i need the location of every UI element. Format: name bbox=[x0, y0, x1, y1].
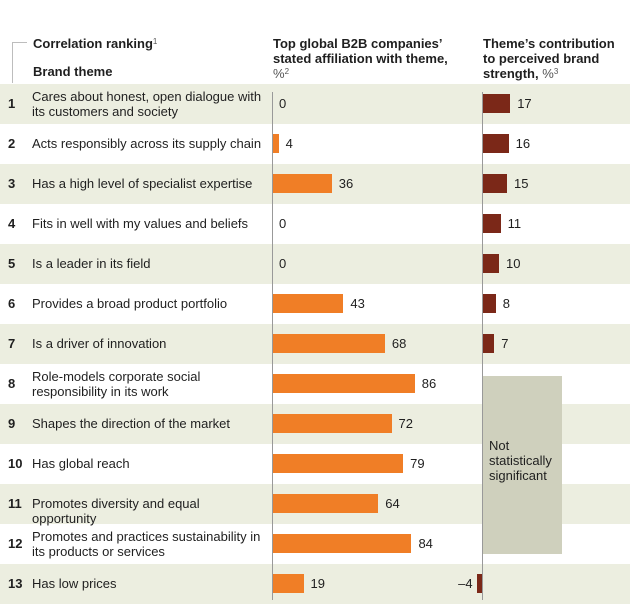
affiliation-footnote: 2 bbox=[284, 67, 290, 76]
affiliation-axis-line bbox=[272, 92, 273, 600]
rank-number: 1 bbox=[8, 96, 16, 111]
rank-number: 10 bbox=[8, 456, 23, 471]
affiliation-value-label: 4 bbox=[285, 136, 293, 151]
rank-number: 8 bbox=[8, 376, 16, 391]
row-band bbox=[0, 84, 630, 124]
affiliation-title: Top global B2B companies’ stated affilia… bbox=[273, 36, 448, 66]
affiliation-bar bbox=[272, 334, 385, 353]
contribution-value-label: 17 bbox=[517, 96, 532, 111]
affiliation-bar bbox=[272, 294, 344, 313]
affiliation-bar bbox=[272, 134, 279, 153]
affiliation-value-label: 84 bbox=[418, 536, 433, 551]
affiliation-bar bbox=[272, 494, 379, 513]
affiliation-value-label: 19 bbox=[310, 576, 325, 591]
contribution-value-label: 8 bbox=[502, 296, 511, 311]
affiliation-bar bbox=[272, 374, 415, 393]
contribution-bar bbox=[483, 214, 501, 233]
rank-number: 2 bbox=[8, 136, 16, 151]
affiliation-header: Top global B2B companies’ stated affilia… bbox=[273, 36, 458, 81]
brand-theme-label: Shapes the direction of the market bbox=[32, 416, 231, 431]
rank-number: 13 bbox=[8, 576, 23, 591]
contribution-bar bbox=[483, 254, 499, 273]
contribution-footnote: 3 bbox=[553, 67, 559, 76]
contribution-bar bbox=[483, 134, 509, 153]
brand-theme-label: Promotes and practices sustainability in… bbox=[32, 529, 261, 559]
contribution-value-label: –4 bbox=[458, 576, 473, 591]
affiliation-bar bbox=[272, 534, 412, 553]
brand-theme-label: Fits in well with my values and beliefs bbox=[32, 216, 249, 231]
contribution-value-label: 11 bbox=[507, 216, 522, 231]
contribution-bar bbox=[483, 294, 496, 313]
contribution-value-label: 10 bbox=[506, 256, 521, 271]
contribution-bar bbox=[483, 334, 495, 353]
affiliation-bar bbox=[272, 574, 304, 593]
affiliation-value-label: 68 bbox=[391, 336, 407, 351]
brand-theme-label: Has a high level of specialist expertise bbox=[32, 176, 253, 191]
brand-theme-label: Is a driver of innovation bbox=[32, 336, 167, 351]
contribution-bar bbox=[476, 574, 483, 593]
affiliation-value-label: 86 bbox=[421, 376, 437, 391]
contribution-unit: % bbox=[542, 66, 554, 81]
affiliation-value-label: 0 bbox=[279, 216, 287, 231]
contribution-value-label: 7 bbox=[501, 336, 509, 351]
rank-number: 7 bbox=[8, 336, 16, 351]
ranking-header: Correlation ranking1 bbox=[33, 36, 157, 51]
affiliation-value-label: 36 bbox=[338, 176, 354, 191]
row-band bbox=[0, 564, 630, 604]
affiliation-value-label: 0 bbox=[279, 256, 287, 271]
contribution-title: Theme’s contribution to perceived brand … bbox=[483, 36, 615, 81]
affiliation-value-label: 72 bbox=[398, 416, 413, 431]
contribution-bar bbox=[483, 94, 511, 113]
row-band bbox=[0, 244, 630, 284]
rank-number: 4 bbox=[8, 216, 16, 231]
contribution-header: Theme’s contribution to perceived brand … bbox=[483, 36, 628, 81]
contribution-bar bbox=[483, 174, 507, 193]
brand-theme-label: Provides a broad product portfolio bbox=[32, 296, 228, 311]
rank-number: 9 bbox=[8, 416, 16, 431]
ranking-footnote: 1 bbox=[152, 37, 158, 46]
affiliation-unit: % bbox=[273, 66, 285, 81]
not-significant-box bbox=[483, 376, 562, 554]
brand-theme-label: Role-models corporate social responsibil… bbox=[32, 369, 201, 399]
rank-number: 11 bbox=[8, 496, 22, 511]
affiliation-value-label: 0 bbox=[279, 96, 287, 111]
affiliation-bar bbox=[272, 174, 332, 193]
affiliation-value-label: 79 bbox=[410, 456, 425, 471]
rank-number: 5 bbox=[8, 256, 16, 271]
brand-theme-label: Cares about honest, open dialogue with i… bbox=[32, 89, 262, 119]
brand-theme-label: Has low prices bbox=[32, 576, 117, 591]
not-significant-label: Not statistically significant bbox=[489, 438, 552, 483]
brand-theme-label: Acts responsibly across its supply chain bbox=[32, 136, 262, 151]
brand-theme-label: Promotes diversity and equal opportunity bbox=[32, 496, 200, 526]
brand-theme-label: Has global reach bbox=[32, 456, 130, 471]
affiliation-bar bbox=[272, 454, 404, 473]
rank-number: 6 bbox=[8, 296, 16, 311]
header-bracket bbox=[12, 42, 27, 83]
theme-header: Brand theme bbox=[33, 64, 113, 79]
rank-number: 12 bbox=[8, 536, 23, 551]
contribution-value-label: 16 bbox=[515, 136, 531, 151]
brand-theme-label: Is a leader in its field bbox=[32, 256, 151, 271]
affiliation-bar bbox=[272, 414, 392, 433]
affiliation-value-label: 43 bbox=[350, 296, 365, 311]
contribution-axis-line bbox=[482, 92, 483, 600]
contribution-value-label: 15 bbox=[514, 176, 529, 191]
ranking-label: Correlation ranking bbox=[33, 36, 153, 51]
rank-number: 3 bbox=[8, 176, 16, 191]
affiliation-value-label: 64 bbox=[385, 496, 400, 511]
